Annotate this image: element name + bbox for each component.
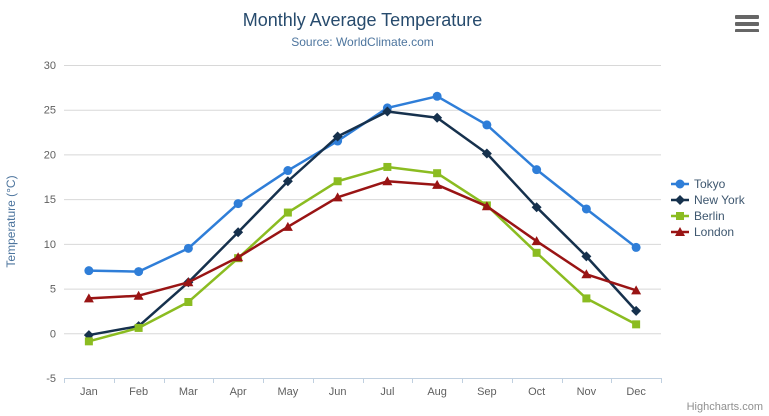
legend-triangle-marker-icon bbox=[671, 227, 689, 236]
x-axis-label: May bbox=[277, 386, 298, 398]
data-point-berlin[interactable] bbox=[632, 320, 641, 329]
data-point-tokyo[interactable] bbox=[532, 165, 542, 175]
x-axis-label: Nov bbox=[577, 386, 597, 398]
legend: Tokyo New York Berlin London bbox=[671, 176, 745, 240]
data-point-berlin[interactable] bbox=[532, 248, 541, 257]
y-axis-label: 10 bbox=[44, 239, 56, 251]
x-axis-label: Jun bbox=[329, 386, 347, 398]
y-axis-label: 0 bbox=[50, 328, 56, 340]
x-axis-label: Apr bbox=[230, 386, 247, 398]
data-point-london[interactable] bbox=[282, 221, 293, 231]
data-point-new-york[interactable] bbox=[631, 305, 642, 316]
legend-diamond-marker-icon bbox=[671, 195, 689, 205]
data-point-berlin[interactable] bbox=[582, 294, 591, 303]
y-axis-label: 15 bbox=[44, 194, 56, 206]
x-axis-label: Sep bbox=[477, 386, 497, 398]
y-axis-label: 20 bbox=[44, 149, 56, 161]
data-point-tokyo[interactable] bbox=[183, 243, 193, 253]
data-point-new-york[interactable] bbox=[282, 176, 293, 187]
data-point-london[interactable] bbox=[481, 201, 492, 211]
x-axis-label: Aug bbox=[427, 386, 447, 398]
series-line-berlin bbox=[87, 165, 638, 343]
x-axis-label: Jan bbox=[80, 386, 98, 398]
data-point-tokyo[interactable] bbox=[581, 204, 591, 214]
data-point-berlin[interactable] bbox=[383, 162, 392, 171]
x-axis-label: Mar bbox=[179, 386, 198, 398]
data-point-tokyo[interactable] bbox=[283, 166, 293, 176]
y-axis-label: 5 bbox=[50, 284, 56, 296]
x-axis-label: Oct bbox=[528, 386, 545, 398]
legend-item-berlin[interactable]: Berlin bbox=[671, 208, 745, 224]
series-line-tokyo bbox=[87, 95, 638, 273]
data-point-tokyo[interactable] bbox=[631, 242, 641, 252]
data-point-berlin[interactable] bbox=[134, 323, 143, 332]
data-point-london[interactable] bbox=[631, 285, 642, 295]
x-axis-label: Feb bbox=[129, 386, 148, 398]
chart-subtitle: Source: WorldClimate.com bbox=[291, 35, 434, 49]
legend-square-marker-icon bbox=[671, 212, 689, 220]
data-point-berlin[interactable] bbox=[433, 169, 442, 178]
data-point-berlin[interactable] bbox=[333, 177, 342, 186]
data-point-new-york[interactable] bbox=[382, 106, 393, 117]
legend-circle-marker-icon bbox=[671, 179, 689, 189]
data-point-new-york[interactable] bbox=[332, 131, 343, 142]
data-point-new-york[interactable] bbox=[531, 202, 542, 213]
hamburger-menu-icon bbox=[735, 15, 759, 33]
data-point-berlin[interactable] bbox=[84, 337, 93, 346]
data-point-tokyo[interactable] bbox=[482, 120, 492, 130]
data-point-berlin[interactable] bbox=[283, 208, 292, 217]
data-point-london[interactable] bbox=[183, 277, 194, 287]
x-axis-label: Jul bbox=[380, 386, 394, 398]
data-point-new-york[interactable] bbox=[233, 227, 244, 238]
data-point-london[interactable] bbox=[581, 269, 592, 279]
data-point-new-york[interactable] bbox=[432, 112, 443, 123]
data-point-london[interactable] bbox=[133, 290, 144, 300]
data-point-tokyo[interactable] bbox=[233, 199, 243, 209]
series-line-new-york bbox=[87, 110, 638, 337]
data-point-london[interactable] bbox=[83, 293, 94, 303]
credits-link[interactable]: Highcharts.com bbox=[686, 401, 763, 413]
data-point-london[interactable] bbox=[332, 192, 343, 202]
y-axis-label: 30 bbox=[44, 60, 56, 72]
legend-item-london[interactable]: London bbox=[671, 224, 745, 240]
data-point-berlin[interactable] bbox=[184, 297, 193, 306]
y-axis-title: Temperature (°C) bbox=[4, 175, 18, 267]
data-point-london[interactable] bbox=[531, 236, 542, 246]
legend-item-new-york[interactable]: New York bbox=[671, 192, 745, 208]
data-point-tokyo[interactable] bbox=[134, 267, 144, 277]
data-point-new-york[interactable] bbox=[481, 148, 492, 159]
data-point-tokyo[interactable] bbox=[432, 91, 442, 101]
x-axis-label: Dec bbox=[626, 386, 646, 398]
data-point-london[interactable] bbox=[233, 252, 244, 262]
data-point-london[interactable] bbox=[432, 179, 443, 189]
data-point-tokyo[interactable] bbox=[84, 266, 94, 276]
y-axis-label: -5 bbox=[46, 373, 56, 385]
export-menu-button[interactable] bbox=[734, 13, 760, 33]
legend-item-tokyo[interactable]: Tokyo bbox=[671, 176, 745, 192]
data-point-london[interactable] bbox=[382, 176, 393, 186]
legend-label: London bbox=[694, 225, 735, 239]
legend-label: New York bbox=[694, 193, 745, 207]
legend-label: Tokyo bbox=[694, 177, 726, 191]
chart-title: Monthly Average Temperature bbox=[242, 10, 483, 30]
series-line-london bbox=[87, 180, 638, 300]
legend-label: Berlin bbox=[694, 209, 725, 223]
data-point-new-york[interactable] bbox=[581, 251, 592, 262]
y-axis-label: 25 bbox=[44, 105, 56, 117]
